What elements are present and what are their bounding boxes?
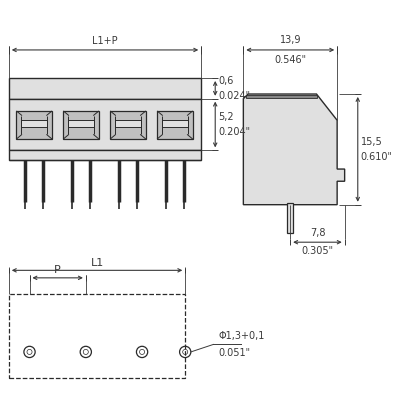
Bar	[246, 95, 316, 98]
Text: 0.546": 0.546"	[274, 55, 306, 65]
Bar	[162, 120, 188, 127]
Text: P: P	[54, 265, 61, 275]
Text: 0.305": 0.305"	[301, 246, 333, 256]
Bar	[9, 99, 201, 150]
Text: 5,2: 5,2	[218, 112, 234, 122]
Bar	[288, 203, 293, 233]
Text: 13,9: 13,9	[280, 35, 301, 45]
Bar	[9, 78, 201, 99]
Text: 0.610": 0.610"	[361, 152, 393, 162]
Bar	[63, 111, 99, 139]
Text: 7,8: 7,8	[310, 228, 325, 238]
Text: L1+P: L1+P	[92, 36, 118, 46]
Text: 0.051": 0.051"	[218, 348, 250, 358]
Text: L1: L1	[90, 258, 103, 268]
Polygon shape	[243, 94, 345, 205]
Bar	[157, 111, 193, 139]
Bar	[9, 294, 185, 378]
Bar	[9, 150, 201, 160]
Text: 0.204": 0.204"	[218, 127, 250, 137]
Text: Φ1,3+0,1: Φ1,3+0,1	[218, 331, 264, 341]
Text: 15,5: 15,5	[361, 136, 382, 146]
Bar	[115, 120, 141, 127]
Bar	[21, 120, 47, 127]
Bar	[110, 111, 146, 139]
Text: 0,6: 0,6	[218, 76, 233, 86]
Bar	[17, 111, 52, 139]
Bar	[68, 120, 94, 127]
Text: 0.024": 0.024"	[218, 91, 250, 101]
